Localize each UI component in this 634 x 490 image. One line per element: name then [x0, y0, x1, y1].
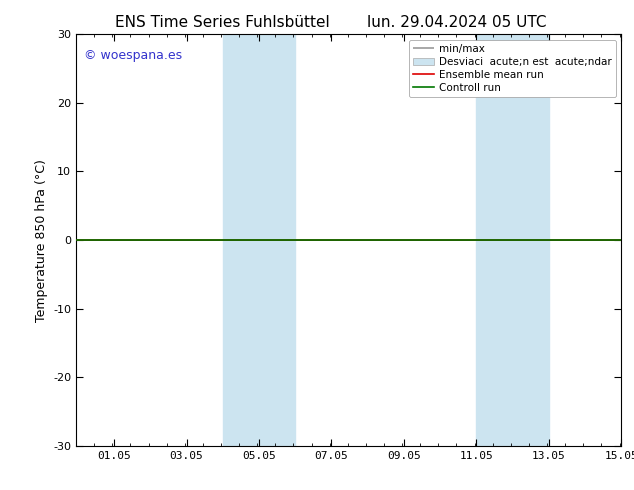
Bar	[476, 34, 549, 446]
Bar	[223, 34, 295, 446]
Legend: min/max, Desviaci  acute;n est  acute;ndar, Ensemble mean run, Controll run: min/max, Desviaci acute;n est acute;ndar…	[409, 40, 616, 97]
Text: ENS Time Series Fuhlsbüttel: ENS Time Series Fuhlsbüttel	[115, 15, 329, 30]
Text: lun. 29.04.2024 05 UTC: lun. 29.04.2024 05 UTC	[366, 15, 547, 30]
Text: © woespana.es: © woespana.es	[84, 49, 183, 62]
Y-axis label: Temperature 850 hPa (°C): Temperature 850 hPa (°C)	[34, 159, 48, 321]
